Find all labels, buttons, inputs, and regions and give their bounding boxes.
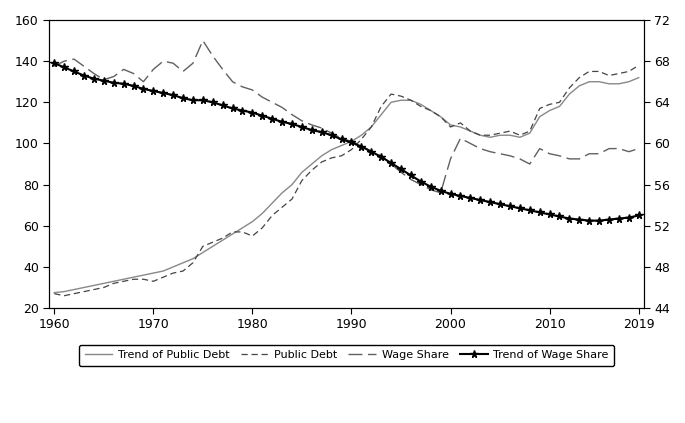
Legend: Trend of Public Debt, Public Debt, Wage Share, Trend of Wage Share: Trend of Public Debt, Public Debt, Wage …	[79, 345, 614, 366]
